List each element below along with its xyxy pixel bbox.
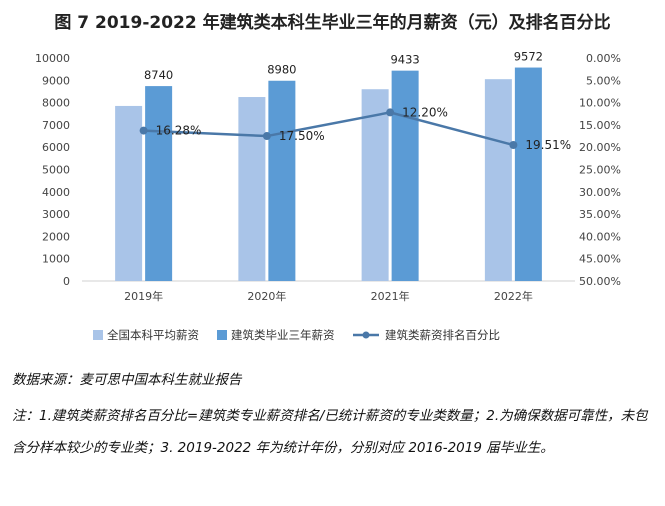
rank-point xyxy=(262,132,271,141)
rank-data-label: 19.51% xyxy=(525,138,571,152)
bar-data-label: 8980 xyxy=(267,63,296,77)
y-tick-label: 5000 xyxy=(42,164,70,177)
x-tick-label: 2022年 xyxy=(494,289,533,303)
chart-title: 图 7 2019-2022 年建筑类本科生毕业三年的月薪资（元）及排名百分比 xyxy=(54,13,611,33)
legend-label: 建筑类薪资排名百分比 xyxy=(385,328,500,342)
y-tick-label: 0 xyxy=(63,275,70,288)
y-tick-label: 10000 xyxy=(35,52,70,65)
rank-data-label: 16.28% xyxy=(156,124,202,138)
bar-construction xyxy=(514,67,542,281)
y2-tick-label: 25.00% xyxy=(579,164,621,177)
legend-label: 全国本科平均薪资 xyxy=(107,328,199,342)
bar-data-label: 9572 xyxy=(514,50,543,64)
rank-point xyxy=(139,126,148,135)
y2-tick-label: 30.00% xyxy=(579,186,621,199)
legend-label: 建筑类毕业三年薪资 xyxy=(231,328,335,342)
y-tick-label: 8000 xyxy=(42,97,70,110)
y2-tick-label: 0.00% xyxy=(586,52,621,65)
bar-construction xyxy=(268,80,296,281)
y-tick-label: 9000 xyxy=(42,74,70,87)
rank-line xyxy=(143,111,514,147)
legend-swatch xyxy=(93,330,103,340)
bar-national-avg xyxy=(361,89,389,281)
y-tick-label: 2000 xyxy=(42,230,70,243)
rank-point xyxy=(509,141,518,150)
legend-line-marker xyxy=(362,331,370,339)
y-tick-label: 6000 xyxy=(42,141,70,154)
y2-tick-label: 50.00% xyxy=(579,275,621,288)
y2-tick-label: 35.00% xyxy=(579,208,621,221)
data-source: 数据来源：麦可思中国本科生就业报告 xyxy=(12,372,242,388)
y-tick-label: 3000 xyxy=(42,208,70,221)
y2-tick-label: 40.00% xyxy=(579,230,621,243)
bar-data-label: 9433 xyxy=(390,53,419,67)
bar-national-avg xyxy=(115,105,143,281)
combo-chart: 0 1000 2000 3000 4000 5000 6000 7000 8000 9000 100… xyxy=(35,50,621,342)
y-tick-label: 7000 xyxy=(42,119,70,132)
y-tick-label: 1000 xyxy=(42,253,70,266)
chart-area: 0 1000 2000 3000 4000 5000 6000 7000 8000 9000 100… xyxy=(0,36,665,358)
x-tick-label: 2021年 xyxy=(371,289,410,303)
rank-data-label: 17.50% xyxy=(279,129,325,143)
rank-point xyxy=(386,108,395,117)
x-tick-label: 2020年 xyxy=(247,289,286,303)
y2-tick-label: 5.00% xyxy=(586,74,621,87)
bar-construction xyxy=(391,70,419,281)
bar-national-avg xyxy=(238,97,266,282)
y2-tick-label: 15.00% xyxy=(579,119,621,132)
y-tick-label: 4000 xyxy=(42,186,70,199)
legend-swatch xyxy=(217,330,227,340)
y2-tick-label: 45.00% xyxy=(579,253,621,266)
y2-tick-label: 20.00% xyxy=(579,141,621,154)
rank-data-label: 12.20% xyxy=(402,105,448,119)
chart-note: 注：1.建筑类薪资排名百分比=建筑类专业薪资排名/已统计薪资的专业类数量；2.为… xyxy=(12,408,648,456)
x-tick-label: 2019年 xyxy=(124,289,163,303)
y2-tick-label: 10.00% xyxy=(579,97,621,110)
bar-national-avg xyxy=(484,79,512,281)
bar-construction xyxy=(145,86,173,282)
bar-data-label: 8740 xyxy=(144,68,173,82)
